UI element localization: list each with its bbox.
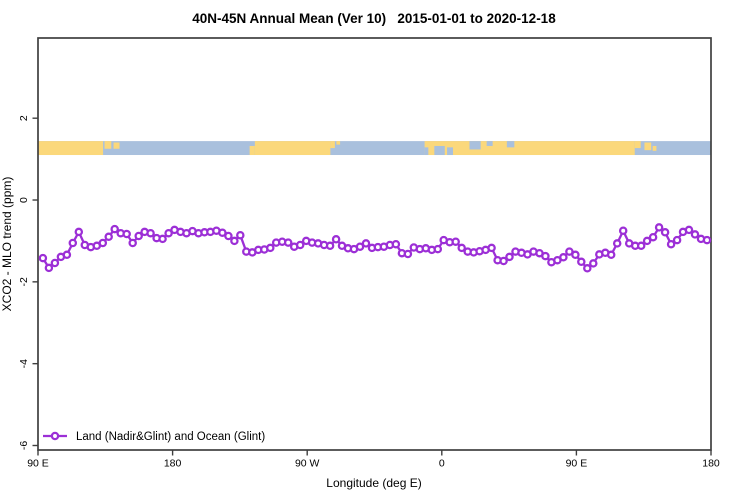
legend: Land (Nadir&Glint) and Ocean (Glint) (43, 431, 265, 443)
land-segment (254, 141, 331, 156)
series-marker (636, 241, 646, 251)
series-marker (654, 223, 664, 232)
y-tick-label: -2 (18, 277, 30, 286)
series-marker (702, 235, 712, 245)
series-marker (236, 230, 245, 240)
series-marker (158, 234, 167, 244)
land-patch (104, 141, 112, 149)
series-marker (583, 264, 592, 273)
series-marker (571, 250, 580, 260)
series-marker (164, 228, 173, 238)
series-marker (331, 235, 341, 244)
series-marker (146, 228, 155, 238)
series-marker (487, 243, 496, 253)
series-marker (606, 250, 616, 260)
ocean-patch (486, 141, 493, 146)
series-marker (391, 239, 401, 249)
land-patch (652, 145, 657, 151)
series-marker (660, 228, 670, 237)
series-marker (224, 231, 233, 241)
series-marker (642, 236, 652, 246)
legend-marker-circle (50, 431, 60, 441)
series-marker (612, 239, 622, 248)
series-marker (38, 253, 48, 263)
y-tick-label: 2 (18, 115, 30, 121)
axis-frame-group (37, 37, 712, 451)
land-patch (113, 142, 120, 149)
series-marker (559, 253, 568, 262)
series-marker (266, 243, 275, 253)
x-axis-ticks-group: 90 E 180 90 W 0 90 E 180 (27, 450, 720, 470)
series-marker (672, 235, 682, 245)
x-tick-label: 180 (702, 458, 720, 470)
series-marker (565, 247, 574, 256)
ocean-patch (424, 147, 429, 156)
land-patch (249, 145, 255, 156)
land-patch (644, 142, 652, 151)
ocean-patch (447, 147, 454, 156)
series-group (38, 223, 712, 273)
series-marker (361, 239, 371, 248)
series-marker (74, 227, 84, 237)
series-marker (122, 229, 131, 239)
series-marker (98, 238, 108, 248)
series-marker (457, 243, 466, 253)
y-tick-label: 0 (18, 197, 30, 203)
series-marker (403, 249, 413, 259)
chart-title: 40N-45N Annual Mean (Ver 10) 2015-01-01 … (192, 11, 556, 26)
x-tick-label: 90 E (566, 458, 588, 470)
series-marker (355, 242, 365, 251)
series-marker (666, 239, 676, 249)
series-marker (128, 238, 137, 248)
y-axis-ticks-group: 2 0 -2 -4 -6 (18, 115, 38, 450)
land-patch (330, 141, 335, 149)
series-marker (618, 226, 628, 235)
land-segment (424, 141, 635, 156)
series-marker (230, 236, 239, 246)
x-axis-label: Longitude (deg E) (326, 476, 421, 490)
land-patch (634, 141, 641, 149)
land-patch (336, 141, 341, 145)
y-tick-label: -4 (18, 359, 30, 368)
y-axis-label: XCO2 - MLO trend (ppm) (0, 177, 14, 312)
ocean-patch (434, 145, 445, 156)
series-marker (44, 263, 54, 273)
series-marker (283, 238, 293, 247)
series-marker (499, 256, 508, 266)
x-tick-label: 0 (439, 458, 445, 470)
series-marker (505, 252, 514, 262)
land-segment (38, 141, 104, 156)
legend-label: Land (Nadir&Glint) and Ocean (Glint) (76, 431, 265, 443)
series-marker (577, 257, 586, 267)
series-marker (62, 250, 72, 260)
x-tick-label: 90 W (295, 458, 320, 470)
series-marker (218, 228, 227, 237)
series-marker (433, 244, 443, 254)
series-marker (134, 231, 143, 241)
series-marker (684, 225, 694, 235)
ocean-patch (469, 141, 481, 150)
series-marker (690, 230, 700, 239)
series-marker (104, 232, 113, 242)
ocean-patch (506, 141, 515, 148)
x-tick-label: 90 E (27, 458, 49, 470)
series-marker (589, 259, 598, 268)
surface-band-group (38, 141, 711, 156)
series-marker (451, 237, 460, 246)
series-marker (295, 240, 305, 250)
series-marker (541, 251, 550, 261)
series-marker (110, 224, 119, 234)
x-tick-label: 180 (164, 458, 182, 470)
series-marker (648, 232, 658, 242)
series-marker (68, 238, 78, 248)
y-tick-label: -6 (18, 441, 30, 450)
series-marker (50, 258, 60, 268)
series-marker (325, 241, 335, 251)
plot-frame (37, 37, 712, 451)
